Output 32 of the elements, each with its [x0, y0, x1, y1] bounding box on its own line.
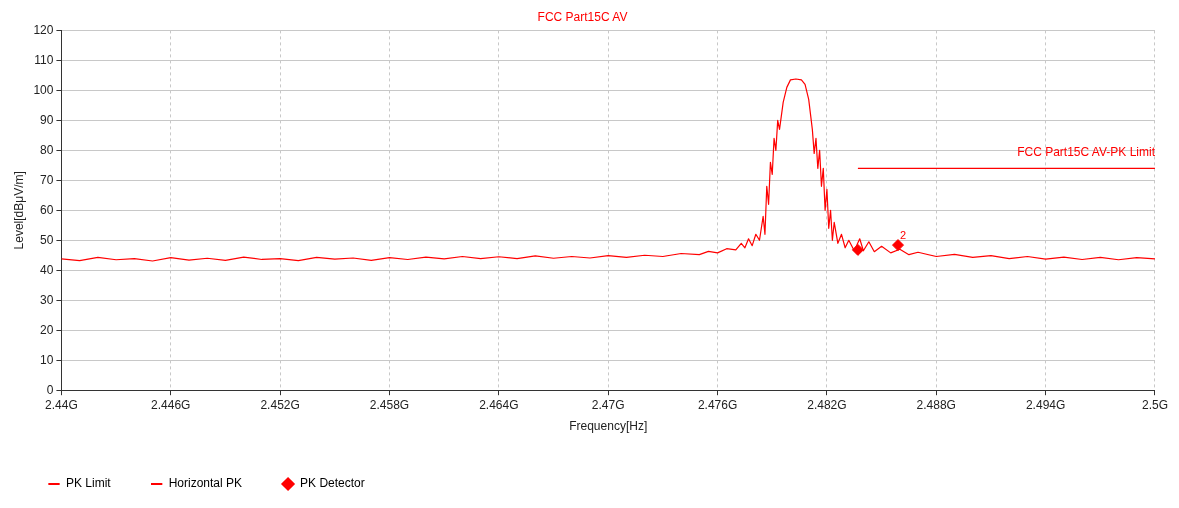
y-tick-label: 100: [33, 82, 54, 97]
x-tick-label: 2.482G: [807, 397, 847, 412]
x-tick-label: 2.44G: [45, 397, 78, 412]
y-tick-label: 20: [40, 322, 54, 337]
x-tick-label: 2.458G: [369, 397, 410, 412]
x-tick-label: 2.5G: [1141, 397, 1168, 412]
legend-label: PK Detector: [300, 476, 365, 491]
y-tick-label: 30: [40, 292, 54, 307]
y-tick-label: 10: [40, 352, 54, 367]
y-tick-label: 80: [40, 142, 54, 157]
y-tick-label: 0: [46, 382, 54, 397]
x-tick-label: 2.452G: [260, 397, 300, 412]
x-tick-label: 2.47G: [591, 397, 625, 412]
x-tick-label: 2.488G: [916, 397, 956, 412]
y-tick-label: 90: [40, 112, 54, 127]
annotation: 2: [900, 228, 907, 241]
y-axis-title: Level[dBμV/m]: [11, 171, 26, 250]
x-axis-title: Frequency[Hz]: [569, 419, 648, 434]
annotation: FCC Part15C AV-PK Limit: [1017, 144, 1156, 159]
x-tick-label: 2.446G: [151, 397, 191, 412]
y-tick-label: 120: [33, 22, 54, 37]
chart-title: FCC Part15C AV: [537, 9, 628, 24]
y-tick-label: 50: [40, 232, 54, 247]
y-tick-label: 70: [40, 172, 54, 187]
x-tick-label: 2.464G: [479, 397, 519, 412]
y-tick-label: 40: [40, 262, 54, 277]
x-tick-label: 2.494G: [1025, 397, 1066, 412]
x-tick-label: 2.476G: [697, 397, 738, 412]
y-tick-label: 60: [40, 202, 54, 217]
y-tick-label: 110: [34, 52, 54, 67]
legend-label: PK Limit: [66, 476, 112, 491]
legend-label: Horizontal PK: [168, 476, 243, 491]
